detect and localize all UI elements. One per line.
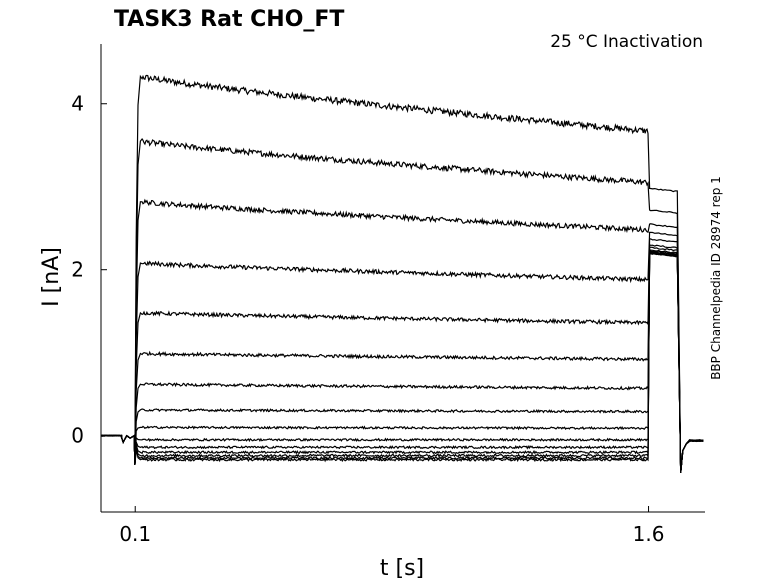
- current-trace-14: [100, 252, 704, 474]
- current-trace-9: [100, 249, 704, 474]
- current-trace-11: [101, 251, 704, 474]
- traces: [100, 74, 704, 474]
- current-trace-4: [101, 231, 704, 474]
- x-tick-label: 0.1: [119, 522, 151, 546]
- current-trace-3: [100, 198, 704, 474]
- current-trace-7: [101, 246, 704, 474]
- y-tick-label: 2: [71, 258, 84, 282]
- chart-title: TASK3 Rat CHO_FT: [114, 7, 344, 32]
- y-tick-label: 0: [71, 424, 84, 448]
- y-axis-label: I [nA]: [39, 247, 64, 307]
- x-ticks: 0.1 1.6: [119, 506, 664, 546]
- current-trace-15: [100, 251, 704, 474]
- current-trace-10: [100, 250, 704, 474]
- x-tick-label: 1.6: [633, 522, 665, 546]
- current-trace-6: [100, 243, 704, 474]
- y-ticks: 0 2 4: [71, 92, 107, 448]
- current-trace-2: [100, 138, 704, 474]
- current-trace-12: [100, 251, 704, 474]
- current-trace-1: [100, 74, 704, 474]
- side-label: BBP Channelpedia ID 28974 rep 1: [709, 176, 723, 380]
- chart-subtitle: 25 °C Inactivation: [550, 32, 703, 52]
- x-axis-label: t [s]: [380, 556, 424, 581]
- current-trace-8: [100, 248, 704, 474]
- current-trace-5: [100, 238, 704, 474]
- current-trace-13: [100, 252, 704, 474]
- y-tick-label: 4: [71, 92, 84, 116]
